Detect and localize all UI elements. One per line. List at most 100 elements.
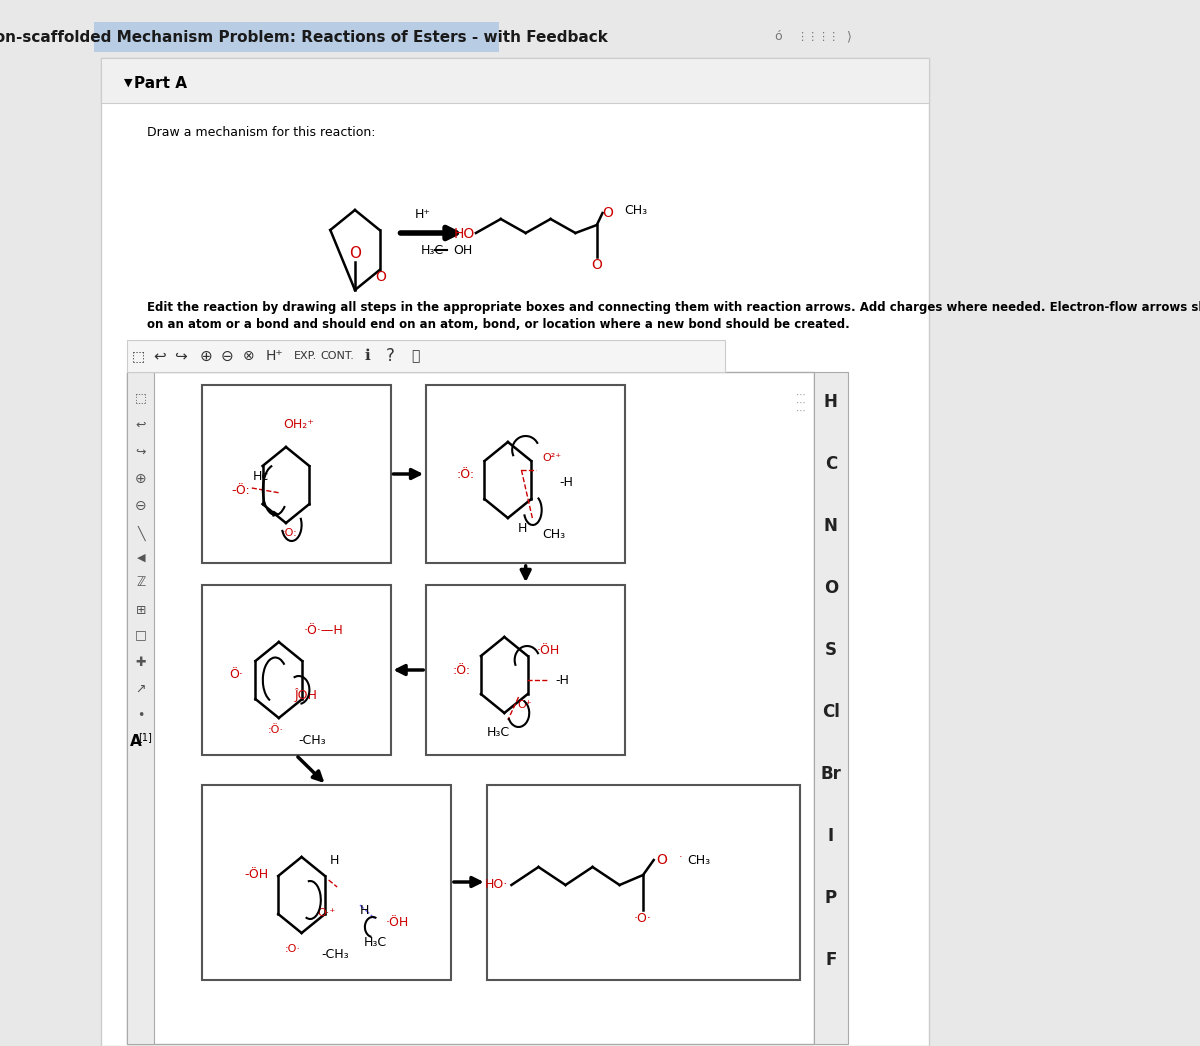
Text: A: A (130, 734, 142, 750)
Text: CONT.: CONT. (320, 351, 354, 361)
Bar (101, 58, 929, 103)
Text: •: • (137, 709, 144, 723)
Text: -H: -H (556, 674, 570, 686)
Text: ⬚: ⬚ (134, 391, 146, 405)
Text: O·⁺: O·⁺ (317, 908, 336, 918)
Text: :O·: :O· (286, 943, 301, 954)
Text: I: I (828, 827, 834, 845)
Text: H: H (824, 393, 838, 411)
Text: OH: OH (454, 244, 473, 256)
Text: ↩: ↩ (152, 348, 166, 364)
Bar (202, 784, 451, 980)
Text: H: H (517, 522, 527, 535)
Text: CH₃: CH₃ (542, 528, 565, 542)
Text: Cl: Cl (822, 703, 840, 721)
Text: H₃C: H₃C (487, 727, 510, 740)
Bar (486, 784, 799, 980)
Text: ╲: ╲ (137, 525, 144, 541)
Text: ↪: ↪ (136, 446, 146, 458)
Text: ⋯: ⋯ (796, 390, 805, 400)
Bar (202, 585, 390, 755)
Text: ·Ö·—H: ·Ö·—H (304, 623, 343, 637)
Text: ⊞: ⊞ (136, 604, 146, 616)
Text: -H: -H (559, 476, 572, 488)
Text: Hc: Hc (253, 471, 270, 483)
Text: HO: HO (454, 227, 474, 241)
Text: ▼: ▼ (124, 78, 132, 88)
Text: OH₂⁺: OH₂⁺ (283, 418, 314, 432)
Text: H₃C: H₃C (421, 244, 444, 256)
Text: O: O (823, 579, 838, 597)
Text: ó: ó (774, 30, 782, 44)
Text: ·O·: ·O· (634, 912, 652, 926)
Text: ◀: ◀ (137, 553, 145, 563)
Text: ⟩: ⟩ (847, 30, 852, 44)
Bar (127, 372, 155, 1044)
Text: H: H (330, 854, 340, 866)
Text: □: □ (134, 629, 146, 641)
Text: C: C (824, 455, 836, 473)
Bar (426, 585, 625, 755)
Text: O: O (349, 247, 361, 262)
Text: Part A: Part A (134, 75, 187, 91)
Text: ⋯: ⋯ (796, 397, 805, 408)
Text: ?: ? (386, 347, 395, 365)
Bar (127, 340, 725, 372)
Text: ⊖: ⊖ (136, 499, 146, 513)
Text: H: H (360, 904, 368, 916)
Text: O: O (656, 852, 667, 867)
Text: :Ö·: :Ö· (268, 725, 283, 735)
Text: CH₃: CH₃ (624, 205, 647, 218)
Text: ⊕: ⊕ (136, 472, 146, 486)
Text: F: F (826, 951, 836, 969)
Text: ⊗: ⊗ (242, 349, 254, 363)
Text: :Ö:: :Ö: (452, 663, 470, 677)
Bar (202, 385, 390, 563)
Text: ↪: ↪ (174, 348, 187, 364)
Text: Edit the reaction by drawing all steps in the appropriate boxes and connecting t: Edit the reaction by drawing all steps i… (146, 301, 1200, 315)
Bar (814, 372, 848, 1044)
Text: N: N (824, 517, 838, 535)
Text: Non-scaffolded Mechanism Problem: Reactions of Esters - with Feedback: Non-scaffolded Mechanism Problem: Reacti… (0, 29, 607, 45)
Text: on an atom or a bond and should end on an atom, bond, or location where a new bo: on an atom or a bond and should end on a… (146, 318, 850, 331)
Text: Draw a mechanism for this reaction:: Draw a mechanism for this reaction: (146, 127, 376, 139)
Text: H⁺: H⁺ (265, 349, 283, 363)
Text: O: O (602, 206, 613, 220)
Text: H₃C: H₃C (364, 936, 388, 950)
Text: ⤢: ⤢ (412, 349, 420, 363)
Text: ĴOH: ĴOH (294, 688, 317, 702)
Text: ⋮⋮: ⋮⋮ (796, 32, 817, 42)
Text: O⁺: O⁺ (517, 700, 532, 710)
Text: ↗: ↗ (136, 682, 146, 696)
Text: ℹ: ℹ (365, 348, 371, 364)
Text: H⁺: H⁺ (414, 208, 431, 222)
Text: :O:: :O: (282, 528, 298, 538)
Bar (127, 372, 814, 1044)
Text: O: O (592, 258, 602, 272)
Text: ⋯: ⋯ (796, 406, 805, 416)
Text: -ÖH: -ÖH (245, 868, 269, 882)
Text: P: P (824, 889, 836, 907)
Text: O: O (376, 270, 386, 285)
Text: Br: Br (821, 765, 841, 783)
Text: ⋮⋮: ⋮⋮ (817, 32, 839, 42)
Text: -CH₃: -CH₃ (322, 949, 349, 961)
Text: ⬚: ⬚ (132, 349, 144, 363)
Text: CH₃: CH₃ (688, 854, 710, 866)
Bar (94, 22, 499, 52)
Text: Ö·: Ö· (229, 668, 244, 682)
Text: ⊕: ⊕ (199, 348, 212, 364)
Text: O²⁺: O²⁺ (542, 453, 562, 463)
Text: :Ö:: :Ö: (456, 469, 474, 481)
Text: EXP.: EXP. (294, 351, 317, 361)
Text: ✚: ✚ (136, 656, 146, 668)
Text: ℤ: ℤ (137, 576, 145, 590)
Bar (426, 385, 625, 563)
Text: HO·: HO· (485, 879, 508, 891)
Text: -CH₃: -CH₃ (299, 733, 326, 747)
Text: ↩: ↩ (136, 418, 146, 432)
Text: -Ö:: -Ö: (232, 483, 250, 497)
Text: ·ÖH: ·ÖH (536, 643, 559, 657)
Text: ⊖: ⊖ (221, 348, 233, 364)
Text: [1]: [1] (138, 732, 152, 742)
